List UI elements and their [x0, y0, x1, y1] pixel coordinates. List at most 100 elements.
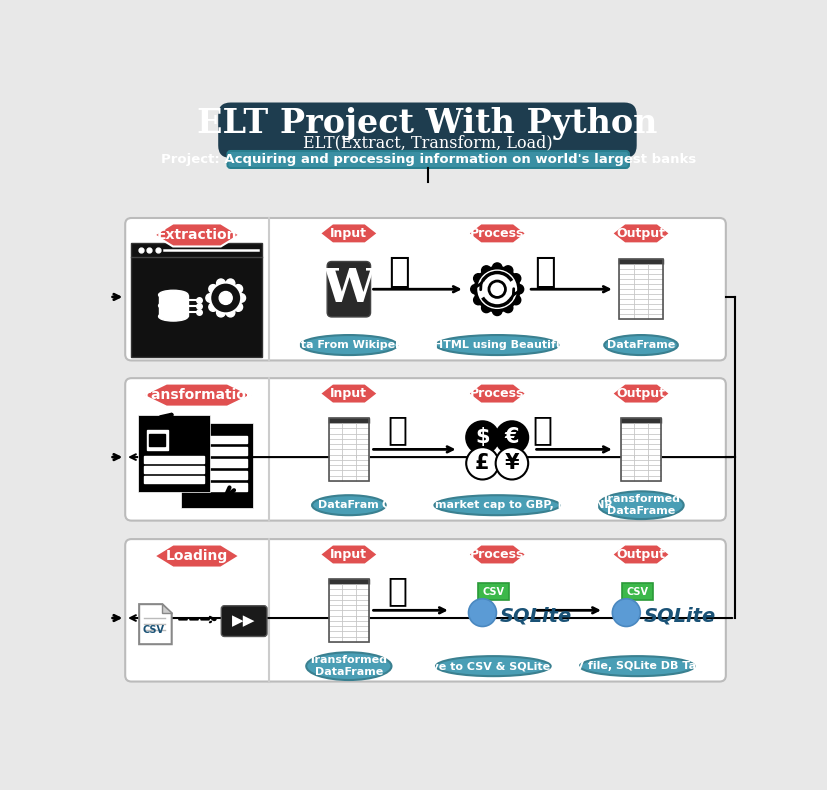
- Bar: [633, 476, 647, 481]
- Bar: [647, 444, 661, 450]
- Bar: [342, 621, 355, 626]
- Text: CSV: CSV: [482, 587, 504, 596]
- Circle shape: [503, 303, 512, 313]
- Text: Transformed
DataFrame: Transformed DataFrame: [309, 656, 388, 677]
- Circle shape: [503, 265, 512, 275]
- Ellipse shape: [159, 312, 188, 321]
- Bar: [355, 450, 369, 455]
- Bar: [187, 483, 247, 491]
- Bar: [342, 465, 355, 470]
- Bar: [342, 584, 355, 589]
- Bar: [633, 279, 648, 284]
- Circle shape: [233, 303, 242, 311]
- Bar: [328, 439, 342, 444]
- Bar: [342, 595, 355, 600]
- Bar: [633, 284, 648, 289]
- Text: Input: Input: [330, 227, 367, 240]
- Bar: [342, 460, 355, 465]
- Text: 🐍: 🐍: [388, 254, 409, 288]
- Bar: [150, 435, 165, 446]
- Text: Process: Process: [470, 227, 523, 240]
- Bar: [355, 470, 369, 476]
- Bar: [328, 418, 369, 423]
- Bar: [647, 476, 661, 481]
- Text: Output: Output: [616, 387, 665, 400]
- Bar: [619, 259, 662, 264]
- Bar: [355, 584, 369, 589]
- Ellipse shape: [436, 335, 557, 355]
- Bar: [619, 279, 633, 284]
- Circle shape: [492, 306, 501, 315]
- Bar: [633, 470, 647, 476]
- Bar: [647, 434, 661, 439]
- Bar: [328, 470, 342, 476]
- Text: Project: Acquiring and processing information on world's largest banks: Project: Acquiring and processing inform…: [160, 153, 695, 166]
- Circle shape: [495, 447, 528, 480]
- Bar: [342, 626, 355, 631]
- Bar: [328, 611, 342, 615]
- Bar: [355, 460, 369, 465]
- Text: Input: Input: [330, 387, 367, 400]
- Bar: [342, 600, 355, 605]
- Circle shape: [208, 284, 218, 293]
- Text: 🐍: 🐍: [532, 414, 552, 446]
- Circle shape: [481, 265, 490, 275]
- Bar: [619, 289, 633, 294]
- Bar: [648, 289, 662, 294]
- FancyBboxPatch shape: [227, 151, 629, 168]
- Bar: [633, 439, 647, 444]
- Circle shape: [468, 599, 496, 626]
- Bar: [187, 447, 247, 455]
- Bar: [633, 444, 647, 450]
- Text: Output: Output: [616, 548, 665, 561]
- Polygon shape: [611, 544, 669, 565]
- Bar: [620, 423, 633, 428]
- Circle shape: [473, 273, 483, 283]
- Bar: [355, 595, 369, 600]
- Circle shape: [514, 284, 523, 294]
- Ellipse shape: [436, 656, 550, 676]
- Bar: [648, 304, 662, 309]
- Bar: [328, 579, 369, 642]
- Bar: [342, 444, 355, 450]
- Ellipse shape: [579, 656, 694, 676]
- Text: Save to CSV & SQLite DB: Save to CSV & SQLite DB: [415, 661, 571, 672]
- Bar: [138, 415, 210, 492]
- Circle shape: [217, 308, 225, 317]
- Bar: [648, 294, 662, 299]
- Bar: [355, 434, 369, 439]
- Bar: [328, 589, 342, 595]
- Bar: [328, 584, 342, 589]
- Bar: [619, 294, 633, 299]
- Text: €: €: [504, 427, 519, 447]
- Bar: [187, 471, 247, 479]
- Bar: [648, 264, 662, 269]
- Bar: [633, 434, 647, 439]
- Polygon shape: [467, 384, 526, 404]
- Bar: [328, 579, 369, 584]
- FancyBboxPatch shape: [327, 261, 370, 317]
- Polygon shape: [154, 544, 239, 567]
- Circle shape: [226, 279, 235, 288]
- Bar: [619, 299, 633, 304]
- Circle shape: [233, 284, 242, 293]
- Bar: [633, 314, 648, 319]
- Text: Transformed
DataFrame: Transformed DataFrame: [600, 495, 680, 516]
- Bar: [131, 243, 262, 356]
- Bar: [620, 460, 633, 465]
- Bar: [342, 434, 355, 439]
- Bar: [355, 615, 369, 621]
- Circle shape: [217, 279, 225, 288]
- Bar: [328, 476, 342, 481]
- Ellipse shape: [306, 653, 391, 680]
- Bar: [355, 637, 369, 642]
- Bar: [144, 476, 204, 483]
- Text: Output: Output: [616, 227, 665, 240]
- Bar: [633, 428, 647, 434]
- Bar: [633, 309, 648, 314]
- Bar: [647, 450, 661, 455]
- Bar: [619, 269, 633, 274]
- Bar: [620, 465, 633, 470]
- Bar: [181, 423, 253, 508]
- Bar: [342, 589, 355, 595]
